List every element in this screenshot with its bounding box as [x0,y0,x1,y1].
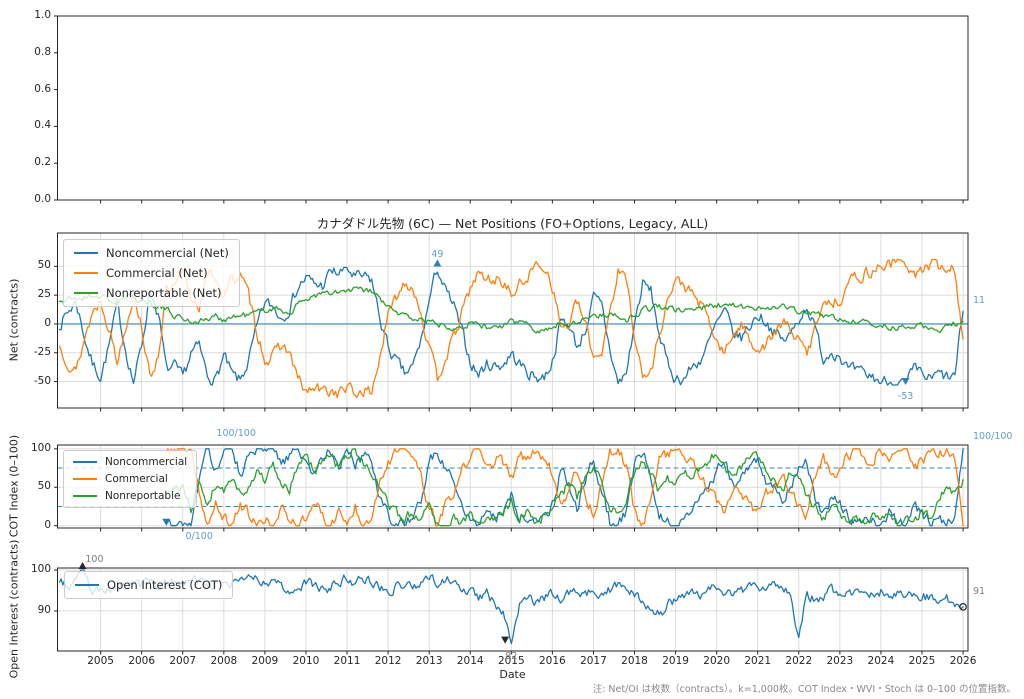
x-tick-label: 2018 [621,655,648,667]
x-tick-label: 2008 [210,655,238,667]
legend-item: Noncommercial [73,456,187,468]
y-tick-label: 0.0 [34,193,51,205]
legend-open-interest: Open Interest (COT) [64,571,234,599]
y-tick-label: 25 [37,288,51,301]
legend-label: Commercial [105,473,168,485]
legend-net-positions: Noncommercial (Net) Commercial (Net) Non… [63,239,240,307]
x-tick-label: 2022 [785,655,813,667]
annotation: 11 [973,295,986,307]
y-tick-label: 50 [37,259,51,272]
annotation: 0/100 [185,530,213,542]
legend-item: Nonreportable [73,490,187,502]
legend-label: Nonreportable [105,490,181,502]
x-tick-label: 2013 [415,655,443,667]
x-axis-label: Date [499,668,526,681]
annotation: 100/100 [216,427,256,439]
x-tick-label: 2010 [292,655,320,667]
footnote: 注: Net/OI は枚数（contracts）。k=1,000枚。COT In… [592,684,1016,695]
y-tick-label: 0.4 [34,119,51,132]
legend-item: Nonreportable (Net) [74,286,229,300]
y-tick-label: 50 [37,480,51,493]
x-tick-label: 2015 [497,655,525,667]
nonreportable-line-swatch [74,292,98,294]
y-tick-label: 0.8 [34,45,51,58]
legend-item: Commercial [73,473,187,485]
x-tick-label: 2019 [662,655,689,667]
nonreportable-line-swatch [73,495,97,497]
y-tick-label: 1.0 [34,9,51,21]
noncommercial-line-swatch [74,252,98,254]
x-tick-label: 2014 [456,655,484,667]
y-tick-label: 100 [30,563,51,576]
legend-item: Open Interest (COT) [75,578,222,592]
y-tick-label: 0 [44,518,51,531]
annotation: 82 [505,650,518,662]
y-tick-label: 90 [37,603,51,616]
annotation: 91 [973,585,986,597]
x-tick-label: 2012 [374,655,402,667]
commercial-line-swatch [73,478,97,480]
x-tick-label: 2009 [251,655,279,667]
legend-label: Open Interest (COT) [107,578,223,592]
legend-label: Noncommercial (Net) [106,246,229,260]
x-tick-label: 2025 [908,655,936,667]
x-tick-label: 2017 [580,655,607,667]
chart-title: カナダドル先物 (6C) — Net Positions (FO+Options… [316,216,709,231]
legend-item: Noncommercial (Net) [74,246,229,260]
y-tick-label: -50 [33,374,51,387]
legend-label: Commercial (Net) [106,266,208,280]
x-tick-label: 2020 [703,655,731,667]
x-tick-label: 2016 [539,655,566,667]
annotation: 49 [431,248,444,260]
x-tick-label: 2023 [826,655,854,667]
x-tick-label: 2021 [744,655,772,667]
commercial-line-swatch [74,272,98,274]
x-tick-label: 2007 [169,655,197,667]
x-tick-label: 2006 [128,655,156,667]
y-tick-label: 100 [30,441,51,454]
y-tick-label: 0 [44,316,51,329]
legend-cot-index: Noncommercial Commercial Nonreportable [63,450,198,508]
annotation: 100/100 [973,430,1013,442]
x-tick-label: 2011 [333,655,361,667]
legend-label: Noncommercial [105,456,188,468]
y-tick-label: -25 [33,345,51,358]
y-tick-label: 0.2 [34,156,51,169]
noncommercial-line-swatch [73,461,97,463]
legend-item: Commercial (Net) [74,266,229,280]
x-tick-label: 2024 [867,655,895,667]
x-tick-label: 2005 [87,655,114,667]
x-tick-label: 2026 [949,655,977,667]
y-tick-label: 0.6 [34,82,51,95]
open-interest-line-swatch [75,584,99,586]
annotation: -53 [897,390,914,402]
legend-label: Nonreportable (Net) [106,286,222,300]
annotation: 100 [85,554,104,566]
